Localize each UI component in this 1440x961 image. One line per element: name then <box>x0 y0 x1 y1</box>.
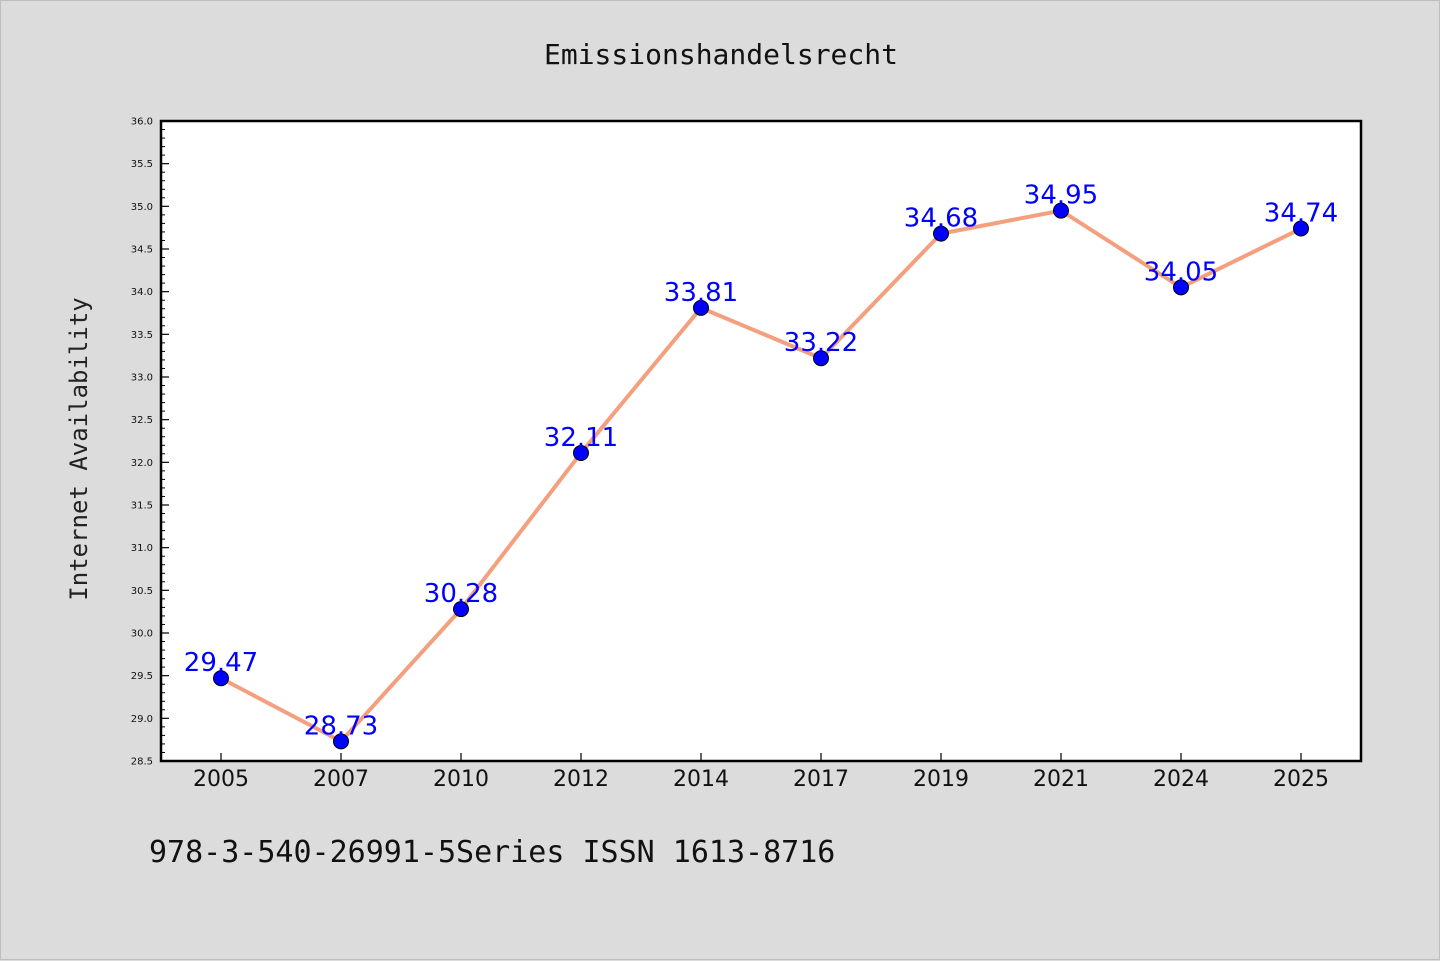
data-label: 28.73 <box>304 711 378 741</box>
series-line <box>219 208 1303 744</box>
y-tick-label: 36.0 <box>131 117 153 128</box>
x-tick-label: 2012 <box>553 767 609 792</box>
data-label: 33.81 <box>664 278 738 308</box>
y-tick-label: 35.5 <box>131 159 153 170</box>
y-tick-label: 32.0 <box>131 458 153 469</box>
data-label: 34.05 <box>1144 257 1218 287</box>
plot-area <box>161 121 1361 761</box>
series-layer: 29.47 28.73 30.28 32.11 33.81 33.22 34.68 34.95… <box>184 181 1338 750</box>
x-tick-label: 2021 <box>1033 767 1089 792</box>
data-point <box>453 601 469 618</box>
y-tick-label: 28.5 <box>131 757 153 768</box>
data-point <box>1173 279 1189 296</box>
y-tick-label: 32.5 <box>131 415 153 426</box>
y-tick-label: 30.0 <box>131 629 153 640</box>
y-axis-label: Internet Availability <box>65 297 93 600</box>
data-label: 34.95 <box>1024 181 1098 211</box>
data-point <box>933 225 949 242</box>
chart-title: Emissionshandelsrecht <box>544 38 898 71</box>
data-label: 29.47 <box>184 648 258 678</box>
y-tick-label: 29.0 <box>131 714 153 725</box>
data-label: 33.22 <box>784 328 858 358</box>
plot-frame <box>159 119 1363 763</box>
x-axis: 2005 2007 2010 2012 2014 2017 2019 2021 2024 2025 <box>193 753 1329 792</box>
y-tick-label: 34.5 <box>131 245 153 256</box>
x-tick-label: 2025 <box>1273 767 1329 792</box>
data-point <box>1293 220 1309 237</box>
x-tick-label: 2024 <box>1153 767 1209 792</box>
y-tick-label: 33.0 <box>131 373 153 384</box>
data-point <box>333 733 349 750</box>
y-tick-label: 30.5 <box>131 586 153 597</box>
data-point <box>693 299 709 316</box>
x-tick-label: 2005 <box>193 767 249 792</box>
y-tick-label: 31.5 <box>131 501 153 512</box>
y-tick-label: 29.5 <box>131 671 153 682</box>
footer-caption: 978-3-540-26991-5Series ISSN 1613-8716 <box>149 835 836 870</box>
x-tick-label: 2017 <box>793 767 849 792</box>
y-tick-label: 33.5 <box>131 330 153 341</box>
y-tick-label: 35.0 <box>131 202 153 213</box>
x-tick-label: 2010 <box>433 767 489 792</box>
y-tick-label: 34.0 <box>131 287 153 298</box>
data-label: 34.74 <box>1264 199 1338 229</box>
y-tick-label: 31.0 <box>131 543 153 554</box>
x-tick-label: 2007 <box>313 767 369 792</box>
data-label: 30.28 <box>424 579 498 609</box>
data-point <box>573 444 589 461</box>
data-point <box>813 350 829 367</box>
data-label: 32.11 <box>544 423 618 453</box>
x-tick-label: 2019 <box>913 767 969 792</box>
x-tick-label: 2014 <box>673 767 729 792</box>
data-label: 34.68 <box>904 204 978 234</box>
data-point <box>213 670 229 687</box>
data-point <box>1053 202 1069 219</box>
